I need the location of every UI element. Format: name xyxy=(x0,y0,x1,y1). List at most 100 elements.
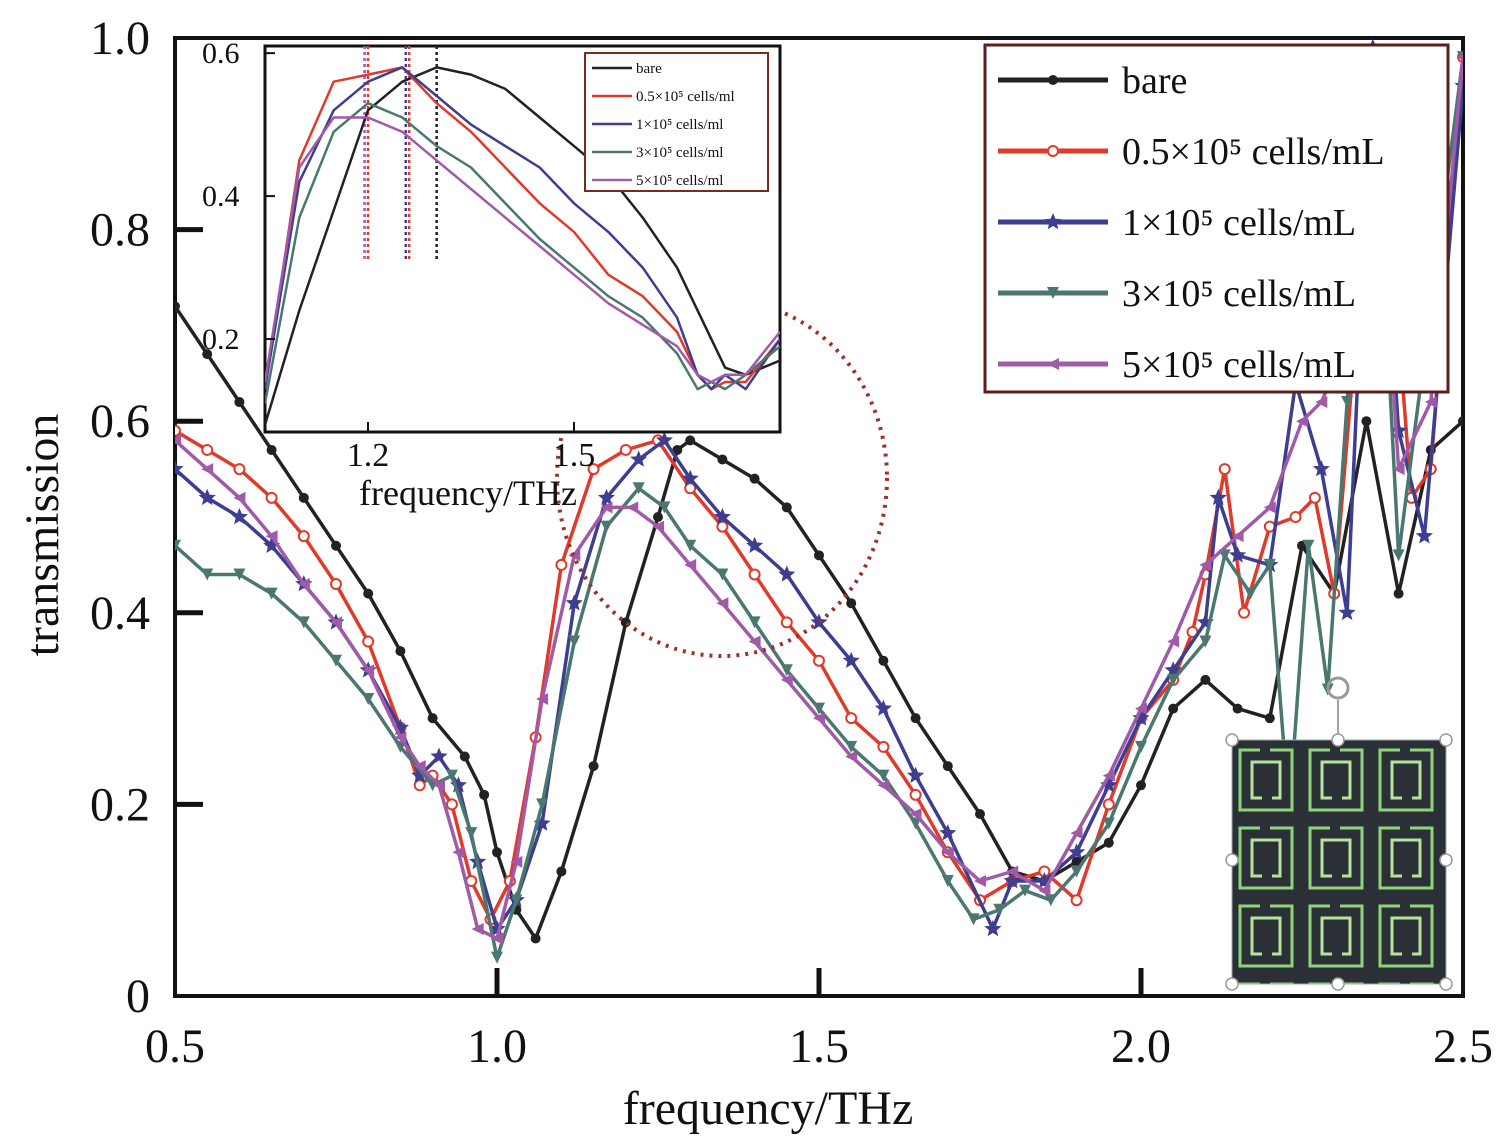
data-point xyxy=(1289,511,1302,523)
data-point xyxy=(626,501,639,514)
data-point xyxy=(363,588,374,599)
data-point xyxy=(655,431,673,448)
data-point xyxy=(479,789,490,800)
data-point xyxy=(910,713,921,724)
data-point xyxy=(813,654,825,667)
legend-marker xyxy=(1044,213,1062,230)
data-point xyxy=(967,913,980,926)
data-point xyxy=(652,520,664,533)
data-point xyxy=(1003,872,1021,889)
data-point xyxy=(1035,872,1053,889)
data-point xyxy=(568,635,581,648)
data-point xyxy=(201,443,214,456)
data-point xyxy=(716,520,729,533)
data-point xyxy=(391,718,409,735)
data-point xyxy=(265,587,278,600)
data-point xyxy=(845,712,858,725)
inset-series-line xyxy=(265,101,780,404)
y-tick-label: 0 xyxy=(126,970,150,1023)
data-point xyxy=(1103,837,1114,848)
data-point xyxy=(1071,856,1082,867)
data-point xyxy=(510,855,523,868)
data-point xyxy=(536,693,549,706)
data-point xyxy=(778,565,796,582)
data-point xyxy=(230,508,248,525)
inset-legend-label: bare xyxy=(636,61,662,77)
data-point xyxy=(619,443,632,456)
data-point xyxy=(1136,780,1146,791)
data-point xyxy=(265,491,278,504)
data-point xyxy=(813,712,825,725)
data-point xyxy=(1458,416,1463,427)
data-point xyxy=(449,776,467,793)
data-point xyxy=(685,435,696,446)
data-point xyxy=(1302,539,1315,552)
legend-label: 1×10⁵ cells/mL xyxy=(1122,202,1356,244)
data-point xyxy=(491,932,503,945)
data-point xyxy=(746,536,764,553)
data-point xyxy=(533,814,551,831)
data-point xyxy=(510,894,523,907)
data-point xyxy=(491,951,503,964)
legend-marker xyxy=(1047,145,1059,157)
data-point xyxy=(1135,740,1147,753)
data-point xyxy=(1315,396,1328,409)
data-point xyxy=(568,549,581,562)
data-point xyxy=(362,693,375,706)
data-point xyxy=(1231,530,1244,543)
data-point xyxy=(1167,635,1180,648)
data-point xyxy=(1019,884,1032,897)
y-tick-label: 1.0 xyxy=(90,12,150,65)
data-point xyxy=(1102,798,1115,811)
data-point xyxy=(430,747,448,764)
data-point xyxy=(1392,463,1405,476)
data-point xyxy=(1264,713,1275,724)
data-point xyxy=(1199,558,1212,571)
data-point xyxy=(993,903,1006,916)
x-tick-label: 1.0 xyxy=(467,1020,527,1073)
data-point xyxy=(433,779,446,792)
data-point xyxy=(530,933,541,944)
data-point xyxy=(413,779,426,792)
data-point xyxy=(1038,884,1051,897)
data-point xyxy=(984,919,1002,937)
legend-label: 3×10⁵ cells/mL xyxy=(1122,273,1356,315)
data-point xyxy=(1361,416,1372,427)
data-point xyxy=(813,702,825,715)
data-point xyxy=(427,713,438,724)
data-point xyxy=(1457,54,1463,61)
data-point xyxy=(1196,613,1214,630)
data-point xyxy=(684,558,697,571)
data-point xyxy=(1209,488,1227,506)
data-point xyxy=(941,846,954,859)
legend-label: 0.5×10⁵ cells/mL xyxy=(1122,131,1385,173)
data-point xyxy=(909,788,922,801)
data-point xyxy=(445,798,458,811)
data-point xyxy=(939,824,957,841)
inset-legend-label: 5×10⁵ cells/ml xyxy=(636,173,723,189)
data-point xyxy=(1308,491,1321,504)
data-point xyxy=(653,512,663,522)
data-point xyxy=(1006,865,1019,878)
data-point xyxy=(175,424,181,437)
data-point xyxy=(394,731,407,744)
data-point xyxy=(298,492,309,503)
data-point xyxy=(266,444,277,455)
data-point xyxy=(749,473,760,484)
data-point xyxy=(265,530,278,543)
inset-series-line xyxy=(265,116,780,384)
data-point xyxy=(565,594,583,611)
y-tick-label: 0.4 xyxy=(90,587,150,640)
inset-x-tick-label: 1.5 xyxy=(553,437,596,474)
data-point xyxy=(1232,703,1243,714)
data-point xyxy=(492,847,502,858)
data-point xyxy=(1044,894,1057,907)
x-tick-label: 2.0 xyxy=(1111,1020,1171,1073)
data-point xyxy=(748,635,761,648)
data-point xyxy=(1390,421,1408,439)
series-group xyxy=(175,301,1463,944)
data-point xyxy=(1312,460,1330,477)
y-tick-label: 0.2 xyxy=(90,778,150,831)
inset-chart: 1.2 1.5 0.2 0.4 0.6 bare 0.5×10⁵ cells/ml 1×10… xyxy=(202,37,782,474)
data-point xyxy=(630,450,648,467)
